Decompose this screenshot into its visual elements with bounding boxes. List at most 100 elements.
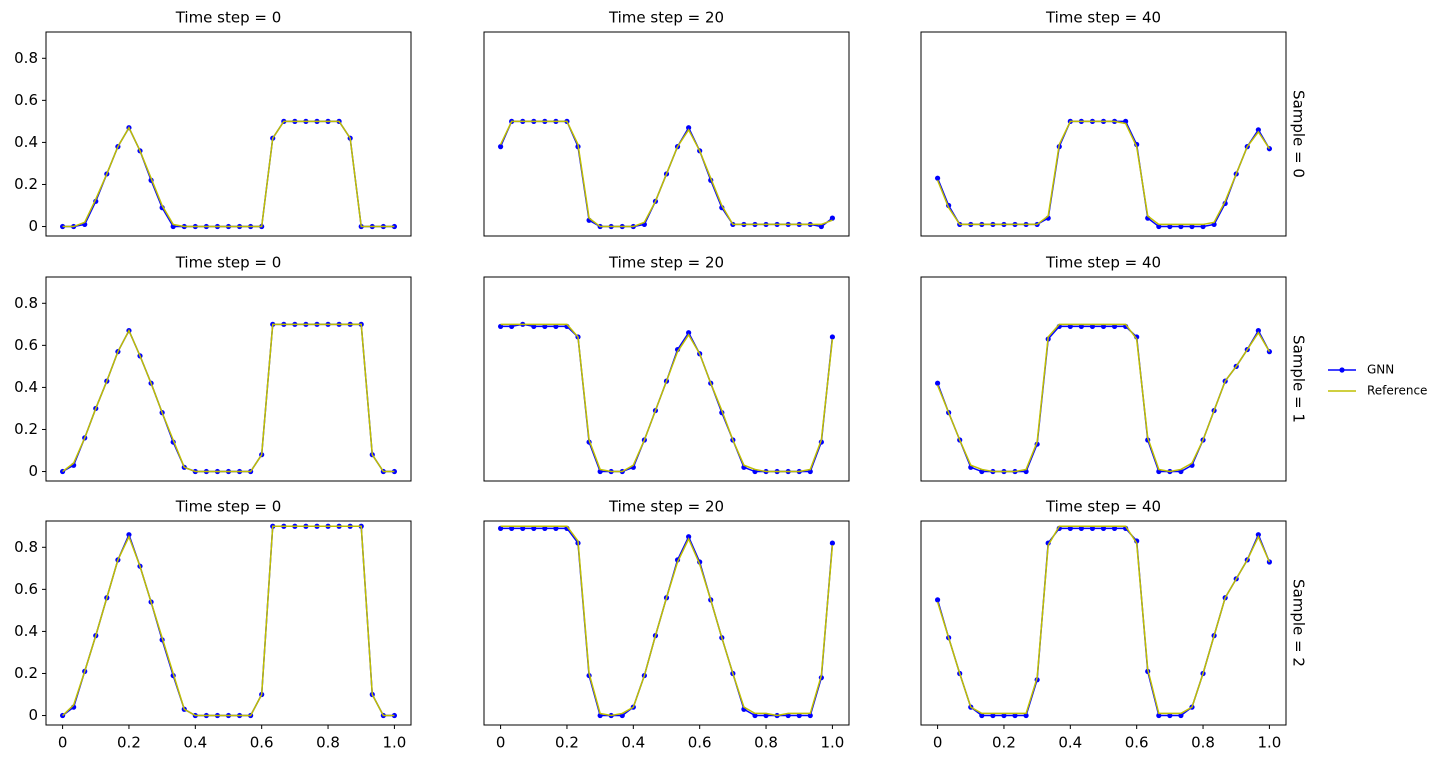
series-marker — [1178, 712, 1184, 719]
y-tick-label: 0.6 — [14, 91, 38, 109]
series-marker — [497, 144, 504, 150]
series-line — [62, 323, 395, 473]
series-marker — [1078, 323, 1084, 330]
legend-marker — [1339, 367, 1345, 373]
x-tick-label: 0.6 — [250, 734, 274, 752]
y-tick-label: 0.8 — [14, 294, 38, 312]
series-line — [499, 120, 833, 228]
subplot-title: Time step = 0 — [175, 254, 282, 272]
series-marker — [829, 540, 836, 546]
series-marker — [818, 223, 824, 230]
series-line — [936, 120, 1271, 226]
series-marker — [990, 712, 996, 719]
x-tick-label: 1.0 — [382, 734, 406, 752]
y-tick-label: 0 — [28, 706, 38, 724]
series-marker — [1078, 525, 1084, 531]
x-tick-label: 0.6 — [1125, 734, 1149, 752]
x-tick-label: 1.0 — [820, 734, 844, 752]
series-marker — [531, 525, 537, 531]
y-tick-label: 0.8 — [14, 49, 38, 67]
series-marker — [1100, 525, 1107, 531]
series-line — [500, 527, 834, 717]
y-tick-label: 0 — [28, 462, 38, 480]
legend-label: GNN — [1367, 363, 1394, 377]
y-tick-label: 0.6 — [14, 580, 38, 598]
series-marker — [1001, 712, 1007, 719]
series-marker — [1156, 223, 1162, 230]
subplot-title: Time step = 40 — [1045, 9, 1161, 27]
y-tick-label: 0.4 — [14, 378, 38, 396]
series-marker — [509, 323, 515, 330]
y-tick-label: 0.8 — [14, 538, 38, 556]
axes-frame — [45, 31, 412, 237]
series-marker — [1023, 712, 1029, 719]
x-tick-label: 0.4 — [621, 734, 645, 752]
series-marker — [126, 532, 132, 538]
x-tick-label: 0.8 — [316, 734, 340, 752]
series-marker — [934, 597, 941, 603]
series-marker — [829, 215, 836, 221]
subplot-title: Time step = 20 — [608, 498, 724, 516]
x-tick-label: 0.2 — [992, 734, 1016, 752]
series-marker — [1067, 323, 1073, 330]
y-tick-label: 0.2 — [14, 175, 38, 193]
x-tick-label: 0.8 — [1191, 734, 1215, 752]
y-tick-label: 0.6 — [14, 336, 38, 354]
legend-label: Reference — [1367, 384, 1427, 398]
series-marker — [829, 334, 836, 340]
series-line — [500, 323, 834, 473]
x-tick-label: 0 — [496, 734, 506, 752]
series-line — [62, 525, 395, 717]
axes-frame — [45, 276, 412, 482]
row-label: Sample = 0 — [1290, 90, 1308, 178]
x-tick-label: 0 — [933, 734, 943, 752]
x-tick-label: 0.6 — [688, 734, 712, 752]
series-marker — [497, 323, 504, 330]
row-label: Sample = 2 — [1290, 579, 1308, 667]
series-marker — [1189, 223, 1195, 230]
series-marker — [1255, 328, 1261, 334]
series-marker — [1255, 532, 1261, 538]
series-line — [62, 120, 395, 228]
series-line — [500, 525, 834, 717]
series-line — [936, 323, 1271, 473]
series-marker — [1167, 223, 1173, 230]
series-marker — [1100, 323, 1107, 330]
series-marker — [686, 534, 692, 540]
series-marker — [752, 712, 758, 719]
axes-frame — [920, 276, 1287, 482]
axes-frame — [483, 31, 850, 237]
series-marker — [934, 380, 941, 386]
series-marker — [553, 323, 559, 330]
series-line — [936, 527, 1271, 717]
series-line — [62, 525, 395, 717]
series-marker — [807, 712, 813, 719]
series-marker — [542, 323, 548, 330]
series-line — [500, 323, 834, 473]
y-tick-label: 0.4 — [14, 622, 38, 640]
x-tick-label: 0.8 — [754, 734, 778, 752]
series-marker — [796, 712, 802, 719]
axes-frame — [920, 520, 1287, 726]
axes-frame — [45, 520, 412, 726]
series-marker — [1111, 323, 1118, 330]
series-marker — [934, 175, 941, 181]
series-marker — [1012, 712, 1018, 719]
series-line — [936, 525, 1271, 715]
series-marker — [1167, 712, 1173, 719]
x-tick-label: 1.0 — [1257, 734, 1281, 752]
y-tick-label: 0.2 — [14, 420, 38, 438]
series-line — [936, 325, 1271, 473]
subplot-title: Time step = 40 — [1045, 254, 1161, 272]
series-marker — [1111, 525, 1118, 531]
y-tick-label: 0 — [28, 217, 38, 235]
subplot-title: Time step = 20 — [608, 9, 724, 27]
series-marker — [509, 525, 515, 531]
x-tick-label: 0.2 — [555, 734, 579, 752]
series-marker — [497, 525, 504, 531]
series-marker — [1089, 525, 1096, 531]
series-marker — [531, 323, 537, 330]
series-marker — [979, 712, 985, 719]
